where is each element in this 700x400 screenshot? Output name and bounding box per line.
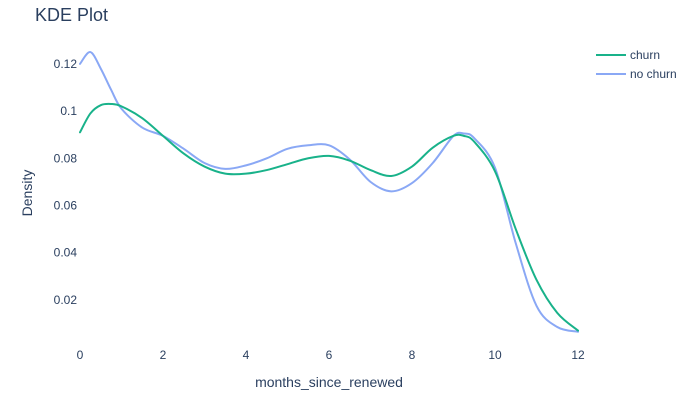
x-tick-label: 10 — [488, 348, 502, 362]
x-tick-label: 2 — [160, 348, 167, 362]
series-line-churn — [79, 102, 579, 332]
x-tick-label: 6 — [326, 348, 333, 362]
series-line-no-churn — [79, 51, 579, 333]
y-tick-label: 0.04 — [54, 246, 78, 260]
x-tick-label: 4 — [243, 348, 250, 362]
legend-label: churn — [630, 48, 660, 62]
y-tick-label: 0.02 — [54, 293, 78, 307]
y-tick-label: 0.06 — [54, 198, 78, 212]
chart-title: KDE Plot — [35, 5, 108, 25]
legend-item-churn[interactable]: churn — [596, 48, 660, 62]
y-tick-label: 0.12 — [54, 57, 78, 71]
x-tick-label: 0 — [77, 348, 84, 362]
y-axis-ticks: 0.02 0.04 0.06 0.08 0.1 0.12 — [54, 57, 78, 307]
legend-label: no churn — [630, 67, 677, 81]
series-layer — [79, 51, 579, 333]
x-tick-label: 8 — [409, 348, 416, 362]
y-axis-label: Density — [19, 170, 35, 217]
x-axis-ticks: 0 2 4 6 8 10 12 — [77, 348, 585, 362]
y-tick-label: 0.1 — [60, 104, 77, 118]
y-tick-label: 0.08 — [54, 151, 78, 165]
x-axis-label: months_since_renewed — [255, 374, 403, 390]
legend-item-no-churn[interactable]: no churn — [596, 67, 677, 81]
legend[interactable]: churn no churn — [596, 48, 677, 81]
x-tick-label: 12 — [571, 348, 585, 362]
